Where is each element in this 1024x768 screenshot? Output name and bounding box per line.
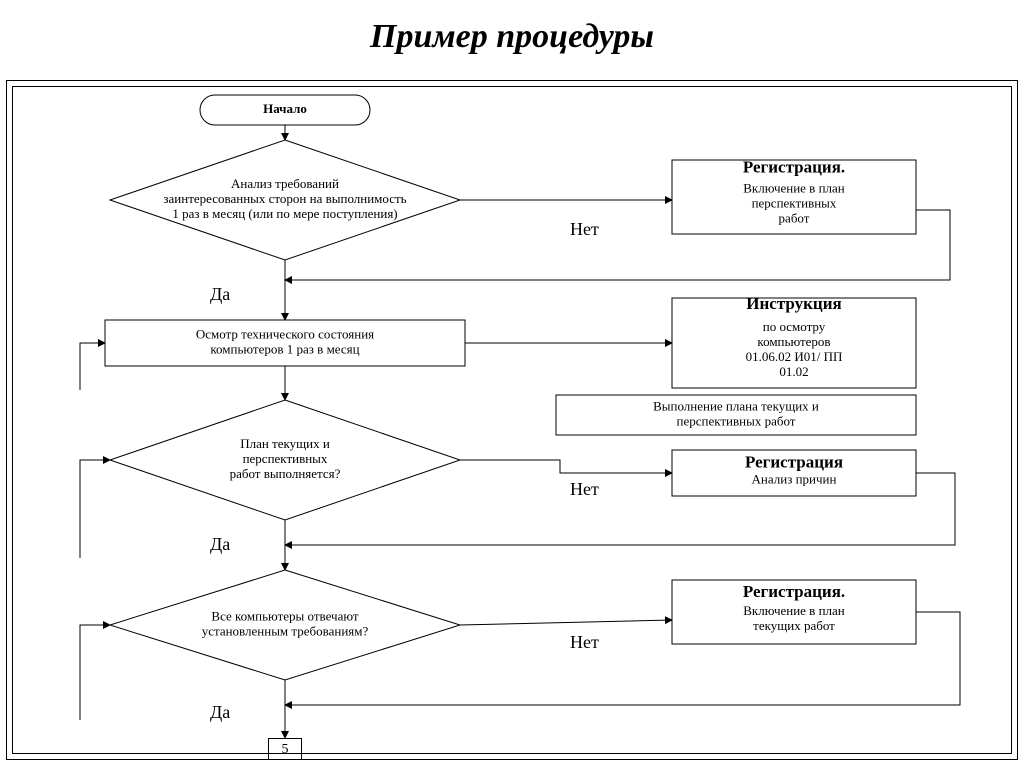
node-text: перспективных работ xyxy=(677,413,796,428)
node-text: Включение в план xyxy=(743,180,845,195)
edge-label: Нет xyxy=(570,479,599,499)
node-d1: Анализ требованийзаинтересованных сторон… xyxy=(110,140,460,260)
node-r2b: Выполнение плана текущих иперспективных … xyxy=(556,395,916,435)
node-text: перспективных xyxy=(752,195,837,210)
node-text: 01.06.02 И01/ ПП xyxy=(746,349,843,364)
node-d2: План текущих иперспективныхработ выполня… xyxy=(110,400,460,520)
node-text: План текущих и xyxy=(240,436,330,451)
node-text: работ выполняется? xyxy=(230,466,341,481)
edge-label: Да xyxy=(210,284,230,304)
node-d3: Все компьютеры отвечаютустановленным тре… xyxy=(110,570,460,680)
node-text: по осмотру xyxy=(763,319,826,334)
flowchart-canvas: Нет Да Нет Да Нет Да Начало Анализ требованийз… xyxy=(0,0,1024,768)
node-r1: Регистрация. Включение в планперспективны… xyxy=(672,157,916,234)
node-text: Все компьютеры отвечают xyxy=(211,608,358,623)
node-text: Инструкция xyxy=(746,294,841,313)
flow-edge xyxy=(460,620,672,625)
node-text: Начало xyxy=(263,101,307,116)
flow-edge xyxy=(80,460,110,558)
node-p1: Осмотр технического состояниякомпьютеров… xyxy=(105,320,465,366)
edge-label: Нет xyxy=(570,219,599,239)
node-text: Анализ требований xyxy=(231,176,339,191)
node-r4: Регистрация. Включение в плантекущих рабо… xyxy=(672,580,916,644)
flow-edge xyxy=(80,625,110,720)
node-text: 01.02 xyxy=(779,364,808,379)
node-text: Осмотр технического состояния xyxy=(196,326,374,341)
edge-label: Да xyxy=(210,702,230,722)
node-text: Включение в план xyxy=(743,603,845,618)
node-r3: РегистрацияАнализ причин xyxy=(672,450,916,496)
node-text: Регистрация. xyxy=(743,582,845,601)
node-text: Регистрация xyxy=(745,452,843,471)
edge-label: Да xyxy=(210,534,230,554)
node-text: Регистрация. xyxy=(743,157,845,176)
edge-label: Нет xyxy=(570,632,599,652)
node-text: перспективных xyxy=(243,451,328,466)
node-text: Выполнение плана текущих и xyxy=(653,398,819,413)
node-text: заинтересованных сторон на выполнимость xyxy=(163,191,406,206)
node-text: установленным требованиям? xyxy=(202,623,369,638)
node-text: компьютеров xyxy=(757,334,830,349)
page-number: 5 xyxy=(268,738,302,760)
node-text: компьютеров 1 раз в месяц xyxy=(210,341,359,356)
node-r2: Инструкция по осмотрукомпьютеров01.06.02 … xyxy=(672,294,916,388)
flow-edge xyxy=(460,460,672,473)
node-text: 1 раз в месяц (или по мере поступления) xyxy=(172,206,397,221)
node-text: Анализ причин xyxy=(752,471,837,486)
flow-edge xyxy=(80,343,105,390)
node-start: Начало xyxy=(200,95,370,125)
node-text: работ xyxy=(779,210,810,225)
node-text: текущих работ xyxy=(753,618,835,633)
